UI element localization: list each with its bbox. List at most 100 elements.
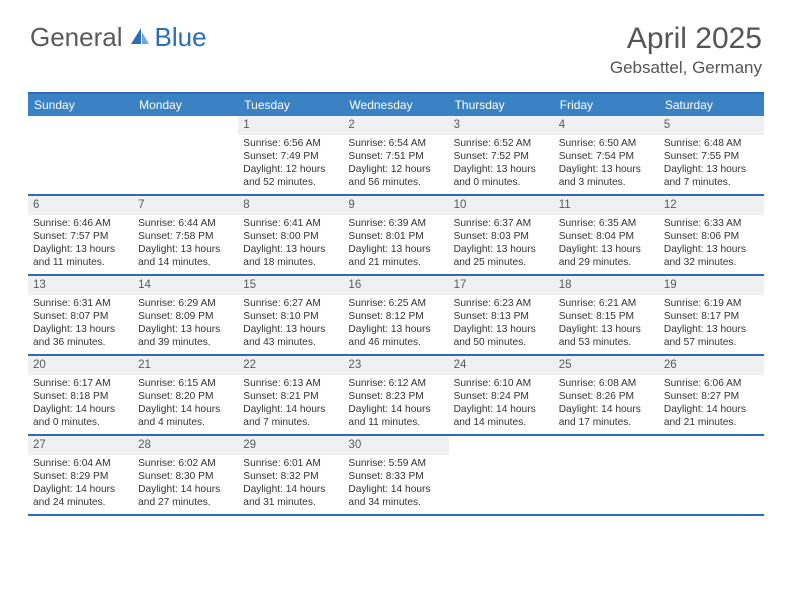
daylight-text: Daylight: 14 hours and 21 minutes. — [664, 403, 759, 429]
daylight-text: Daylight: 13 hours and 36 minutes. — [33, 323, 128, 349]
sunrise-text: Sunrise: 6:15 AM — [138, 377, 233, 390]
day-body: Sunrise: 6:56 AMSunset: 7:49 PMDaylight:… — [238, 135, 343, 193]
day-number: 29 — [238, 436, 343, 455]
sunrise-text: Sunrise: 6:33 AM — [664, 217, 759, 230]
week-row: 13Sunrise: 6:31 AMSunset: 8:07 PMDayligh… — [28, 276, 764, 356]
day-cell: 23Sunrise: 6:12 AMSunset: 8:23 PMDayligh… — [343, 356, 448, 434]
daylight-text: Daylight: 14 hours and 24 minutes. — [33, 483, 128, 509]
day-number: 10 — [449, 196, 554, 215]
title-block: April 2025 Gebsattel, Germany — [610, 22, 762, 78]
daylight-text: Daylight: 13 hours and 46 minutes. — [348, 323, 443, 349]
sunrise-text: Sunrise: 6:19 AM — [664, 297, 759, 310]
day-cell: 20Sunrise: 6:17 AMSunset: 8:18 PMDayligh… — [28, 356, 133, 434]
day-number: 15 — [238, 276, 343, 295]
sunset-text: Sunset: 8:24 PM — [454, 390, 549, 403]
day-body: Sunrise: 6:21 AMSunset: 8:15 PMDaylight:… — [554, 295, 659, 353]
day-body: Sunrise: 6:06 AMSunset: 8:27 PMDaylight:… — [659, 375, 764, 433]
day-cell: 19 Sunrise: 6:19 AMSunset: 8:17 PMDayligh… — [659, 276, 764, 354]
day-cell: 18Sunrise: 6:21 AMSunset: 8:15 PMDayligh… — [554, 276, 659, 354]
sunrise-text: Sunrise: 6:44 AM — [138, 217, 233, 230]
sunrise-text: Sunrise: 6:12 AM — [348, 377, 443, 390]
daylight-text: Daylight: 13 hours and 21 minutes. — [348, 243, 443, 269]
day-body: Sunrise: 6:33 AMSunset: 8:06 PMDaylight:… — [659, 215, 764, 273]
day-cell: 14Sunrise: 6:29 AMSunset: 8:09 PMDayligh… — [133, 276, 238, 354]
day-number: 19 — [659, 276, 764, 295]
day-header: Friday — [554, 94, 659, 116]
day-number: 21 — [133, 356, 238, 375]
sunset-text: Sunset: 8:32 PM — [243, 470, 338, 483]
sunrise-text: Sunrise: 6:08 AM — [559, 377, 654, 390]
day-cell — [133, 116, 238, 194]
sunrise-text: Sunrise: 6:41 AM — [243, 217, 338, 230]
day-number: 17 — [449, 276, 554, 295]
day-body: Sunrise: 6:41 AMSunset: 8:00 PMDaylight:… — [238, 215, 343, 273]
day-cell: 9Sunrise: 6:39 AMSunset: 8:01 PMDaylight… — [343, 196, 448, 274]
day-header-row: SundayMondayTuesdayWednesdayThursdayFrid… — [28, 94, 764, 116]
sunrise-text: Sunrise: 6:17 AM — [33, 377, 128, 390]
day-body: Sunrise: 6:35 AMSunset: 8:04 PMDaylight:… — [554, 215, 659, 273]
sunrise-text: Sunrise: 6:56 AM — [243, 137, 338, 150]
sunset-text: Sunset: 8:30 PM — [138, 470, 233, 483]
sunrise-text: Sunrise: 6:35 AM — [559, 217, 654, 230]
sunrise-text: Sunrise: 6:23 AM — [454, 297, 549, 310]
day-header: Saturday — [659, 94, 764, 116]
daylight-text: Daylight: 13 hours and 11 minutes. — [33, 243, 128, 269]
sunrise-text: Sunrise: 6:21 AM — [559, 297, 654, 310]
sunrise-text: Sunrise: 6:50 AM — [559, 137, 654, 150]
sunrise-text: Sunrise: 5:59 AM — [348, 457, 443, 470]
sunrise-text: Sunrise: 6:37 AM — [454, 217, 549, 230]
sunset-text: Sunset: 8:20 PM — [138, 390, 233, 403]
day-number: 28 — [133, 436, 238, 455]
day-cell: 7Sunrise: 6:44 AMSunset: 7:58 PMDaylight… — [133, 196, 238, 274]
sunset-text: Sunset: 8:17 PM — [664, 310, 759, 323]
daylight-text: Daylight: 13 hours and 25 minutes. — [454, 243, 549, 269]
day-body: Sunrise: 6:25 AMSunset: 8:12 PMDaylight:… — [343, 295, 448, 353]
day-body: Sunrise: 6:13 AMSunset: 8:21 PMDaylight:… — [238, 375, 343, 433]
sunset-text: Sunset: 8:23 PM — [348, 390, 443, 403]
day-body: Sunrise: 6:04 AMSunset: 8:29 PMDaylight:… — [28, 455, 133, 513]
weeks-container: 1Sunrise: 6:56 AMSunset: 7:49 PMDaylight… — [28, 116, 764, 516]
daylight-text: Daylight: 13 hours and 39 minutes. — [138, 323, 233, 349]
sunrise-text: Sunrise: 6:06 AM — [664, 377, 759, 390]
day-body: Sunrise: 6:23 AMSunset: 8:13 PMDaylight:… — [449, 295, 554, 353]
logo-text-1: General — [30, 22, 123, 53]
sunrise-text: Sunrise: 6:01 AM — [243, 457, 338, 470]
day-body: Sunrise: 6:10 AMSunset: 8:24 PMDaylight:… — [449, 375, 554, 433]
day-cell: 8Sunrise: 6:41 AMSunset: 8:00 PMDaylight… — [238, 196, 343, 274]
day-cell: 15Sunrise: 6:27 AMSunset: 8:10 PMDayligh… — [238, 276, 343, 354]
day-body: Sunrise: 6:12 AMSunset: 8:23 PMDaylight:… — [343, 375, 448, 433]
day-header: Monday — [133, 94, 238, 116]
sunset-text: Sunset: 7:54 PM — [559, 150, 654, 163]
sunset-text: Sunset: 8:10 PM — [243, 310, 338, 323]
logo-sail-icon — [129, 22, 151, 53]
day-body: Sunrise: 6:52 AMSunset: 7:52 PMDaylight:… — [449, 135, 554, 193]
day-cell: 21Sunrise: 6:15 AMSunset: 8:20 PMDayligh… — [133, 356, 238, 434]
day-cell: 1Sunrise: 6:56 AMSunset: 7:49 PMDaylight… — [238, 116, 343, 194]
sunset-text: Sunset: 8:21 PM — [243, 390, 338, 403]
day-number: 16 — [343, 276, 448, 295]
sunset-text: Sunset: 7:51 PM — [348, 150, 443, 163]
day-body: Sunrise: 6:50 AMSunset: 7:54 PMDaylight:… — [554, 135, 659, 193]
sunrise-text: Sunrise: 6:10 AM — [454, 377, 549, 390]
sunset-text: Sunset: 8:13 PM — [454, 310, 549, 323]
day-cell: 29Sunrise: 6:01 AMSunset: 8:32 PMDayligh… — [238, 436, 343, 514]
day-cell: 6Sunrise: 6:46 AMSunset: 7:57 PMDaylight… — [28, 196, 133, 274]
sunset-text: Sunset: 8:01 PM — [348, 230, 443, 243]
day-cell: 16Sunrise: 6:25 AMSunset: 8:12 PMDayligh… — [343, 276, 448, 354]
week-row: 27Sunrise: 6:04 AMSunset: 8:29 PMDayligh… — [28, 436, 764, 516]
day-cell: 13Sunrise: 6:31 AMSunset: 8:07 PMDayligh… — [28, 276, 133, 354]
sunset-text: Sunset: 8:06 PM — [664, 230, 759, 243]
day-cell: 3Sunrise: 6:52 AMSunset: 7:52 PMDaylight… — [449, 116, 554, 194]
day-number: 23 — [343, 356, 448, 375]
day-number: 7 — [133, 196, 238, 215]
sunset-text: Sunset: 8:15 PM — [559, 310, 654, 323]
daylight-text: Daylight: 13 hours and 57 minutes. — [664, 323, 759, 349]
day-cell — [28, 116, 133, 194]
day-body: Sunrise: 6:01 AMSunset: 8:32 PMDaylight:… — [238, 455, 343, 513]
daylight-text: Daylight: 14 hours and 31 minutes. — [243, 483, 338, 509]
day-number: 1 — [238, 116, 343, 135]
day-number: 24 — [449, 356, 554, 375]
day-header: Sunday — [28, 94, 133, 116]
day-cell: 27Sunrise: 6:04 AMSunset: 8:29 PMDayligh… — [28, 436, 133, 514]
sunset-text: Sunset: 7:58 PM — [138, 230, 233, 243]
